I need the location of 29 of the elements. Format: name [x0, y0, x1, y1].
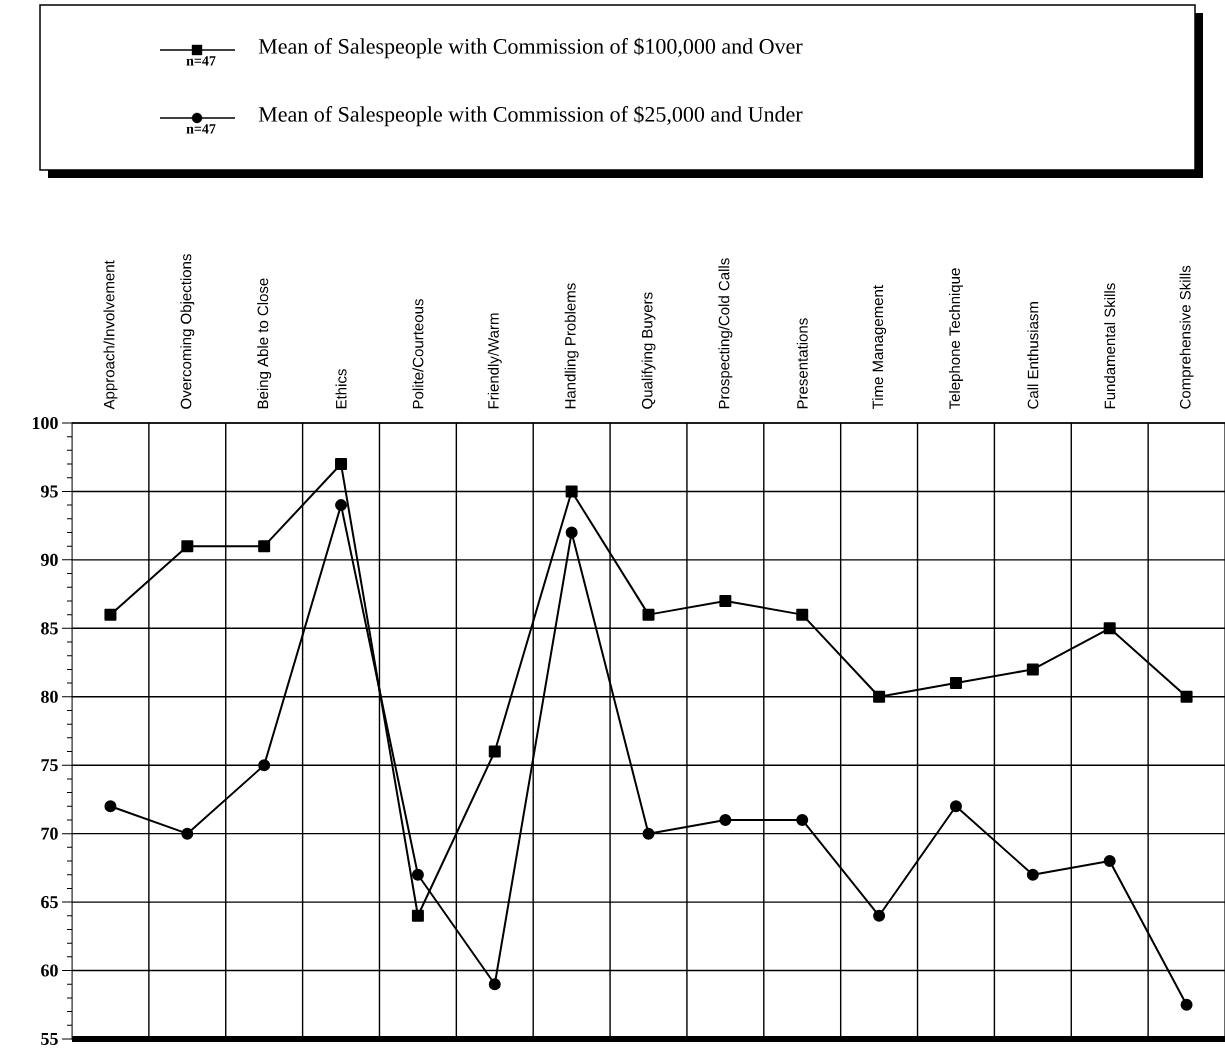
y-tick-label: 75 [41, 759, 58, 772]
x-tick-label: Handling Problems [564, 283, 579, 409]
x-tick-label: Call Enthusiasm [1027, 302, 1039, 409]
legend-label: Mean of Salespeople with Commission of $25,000 and Under [258, 105, 803, 127]
x-tick-label: Time Management [872, 285, 887, 410]
y-tick-label: 80 [41, 690, 58, 703]
x-tick-label: Comprehensive Skills [1179, 265, 1194, 409]
x-tick-label: Prospecting/Cold Calls [718, 258, 733, 409]
y-tick-label: 55 [41, 1033, 58, 1045]
y-tick-label: 85 [41, 622, 58, 635]
x-tick-label: Polite/Courteous [412, 299, 424, 409]
y-tick-label: 60 [41, 964, 58, 977]
y-tick-label: 65 [41, 896, 58, 909]
text: n=47 [186, 124, 216, 134]
x-tick-label: Overcoming Objections [180, 254, 195, 409]
x-tick-label: Telephone Technique [948, 268, 963, 410]
y-tick-label: 70 [41, 827, 58, 840]
x-tick-label: Friendly/Warm [487, 313, 502, 409]
x-tick-label: Being Able to Close [257, 278, 272, 409]
y-tick-label: 90 [40, 553, 58, 566]
x-tick-label: Ethics [335, 369, 347, 409]
x-tick-label: Presentations [796, 318, 808, 409]
x-tick-label: Approach/Involvement [103, 260, 118, 410]
x-tick-label: Fundamental Skills [1104, 283, 1116, 409]
text: n=47 [186, 56, 216, 66]
y-tick-label: 95 [40, 485, 58, 498]
legend-label: Mean of Salespeople with Commission of $100,000 and Over [258, 37, 803, 59]
y-tick-label: 100 [32, 416, 58, 430]
x-tick-label: Qualifying Buyers [641, 292, 656, 409]
